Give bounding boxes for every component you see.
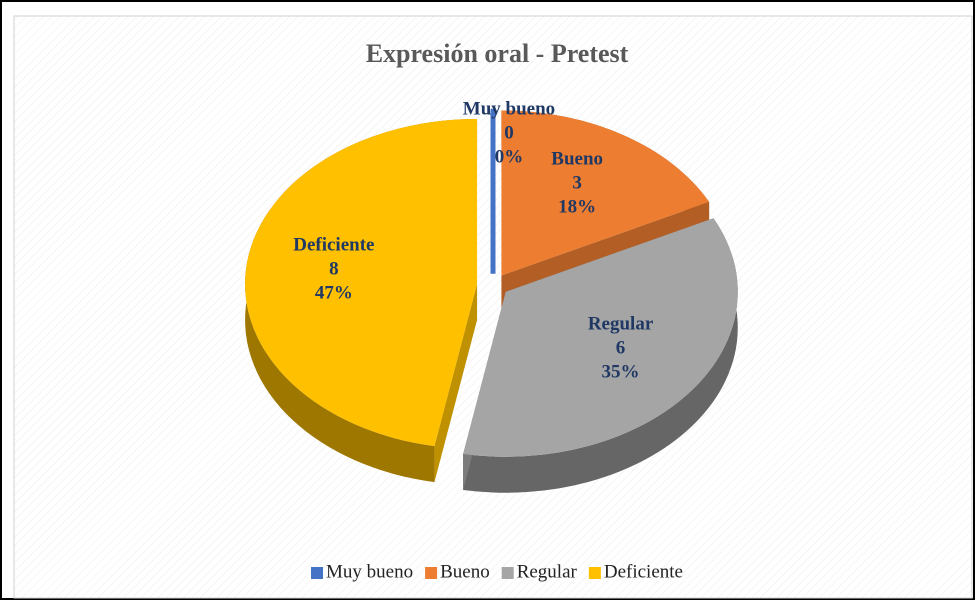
data-label: Bueno bbox=[551, 149, 603, 170]
data-label: 6 bbox=[616, 337, 626, 358]
data-label: Regular bbox=[588, 313, 654, 334]
chart-title: Expresión oral - Pretest bbox=[366, 39, 629, 68]
pie: Muy bueno 0 0% Bueno 3 18% Regular 6 35% Deficien… bbox=[245, 99, 738, 493]
legend-label: Regular bbox=[517, 561, 578, 582]
legend-swatch bbox=[425, 567, 438, 579]
legend: Muy bueno Bueno Regular Deficiente bbox=[311, 561, 683, 582]
slice bbox=[245, 118, 478, 447]
data-label: Muy bueno bbox=[463, 99, 555, 120]
legend-swatch bbox=[588, 567, 601, 579]
legend-label: Bueno bbox=[440, 561, 490, 582]
slice bbox=[463, 218, 738, 457]
data-label: Deficiente bbox=[293, 235, 374, 256]
data-label: 0 bbox=[504, 123, 514, 144]
data-label: 35% bbox=[602, 361, 640, 382]
legend-swatch bbox=[501, 567, 514, 579]
data-label: 0% bbox=[495, 147, 524, 168]
data-label: 47% bbox=[315, 283, 353, 304]
data-label: 18% bbox=[558, 197, 596, 218]
legend-label: Muy bueno bbox=[326, 561, 413, 582]
legend-swatch bbox=[311, 567, 324, 579]
data-label: 3 bbox=[572, 173, 582, 194]
slice-side bbox=[463, 218, 738, 493]
legend-label: Deficiente bbox=[604, 561, 683, 582]
data-label: 8 bbox=[329, 259, 339, 280]
slice bbox=[501, 110, 710, 276]
slice-edge bbox=[434, 283, 478, 483]
